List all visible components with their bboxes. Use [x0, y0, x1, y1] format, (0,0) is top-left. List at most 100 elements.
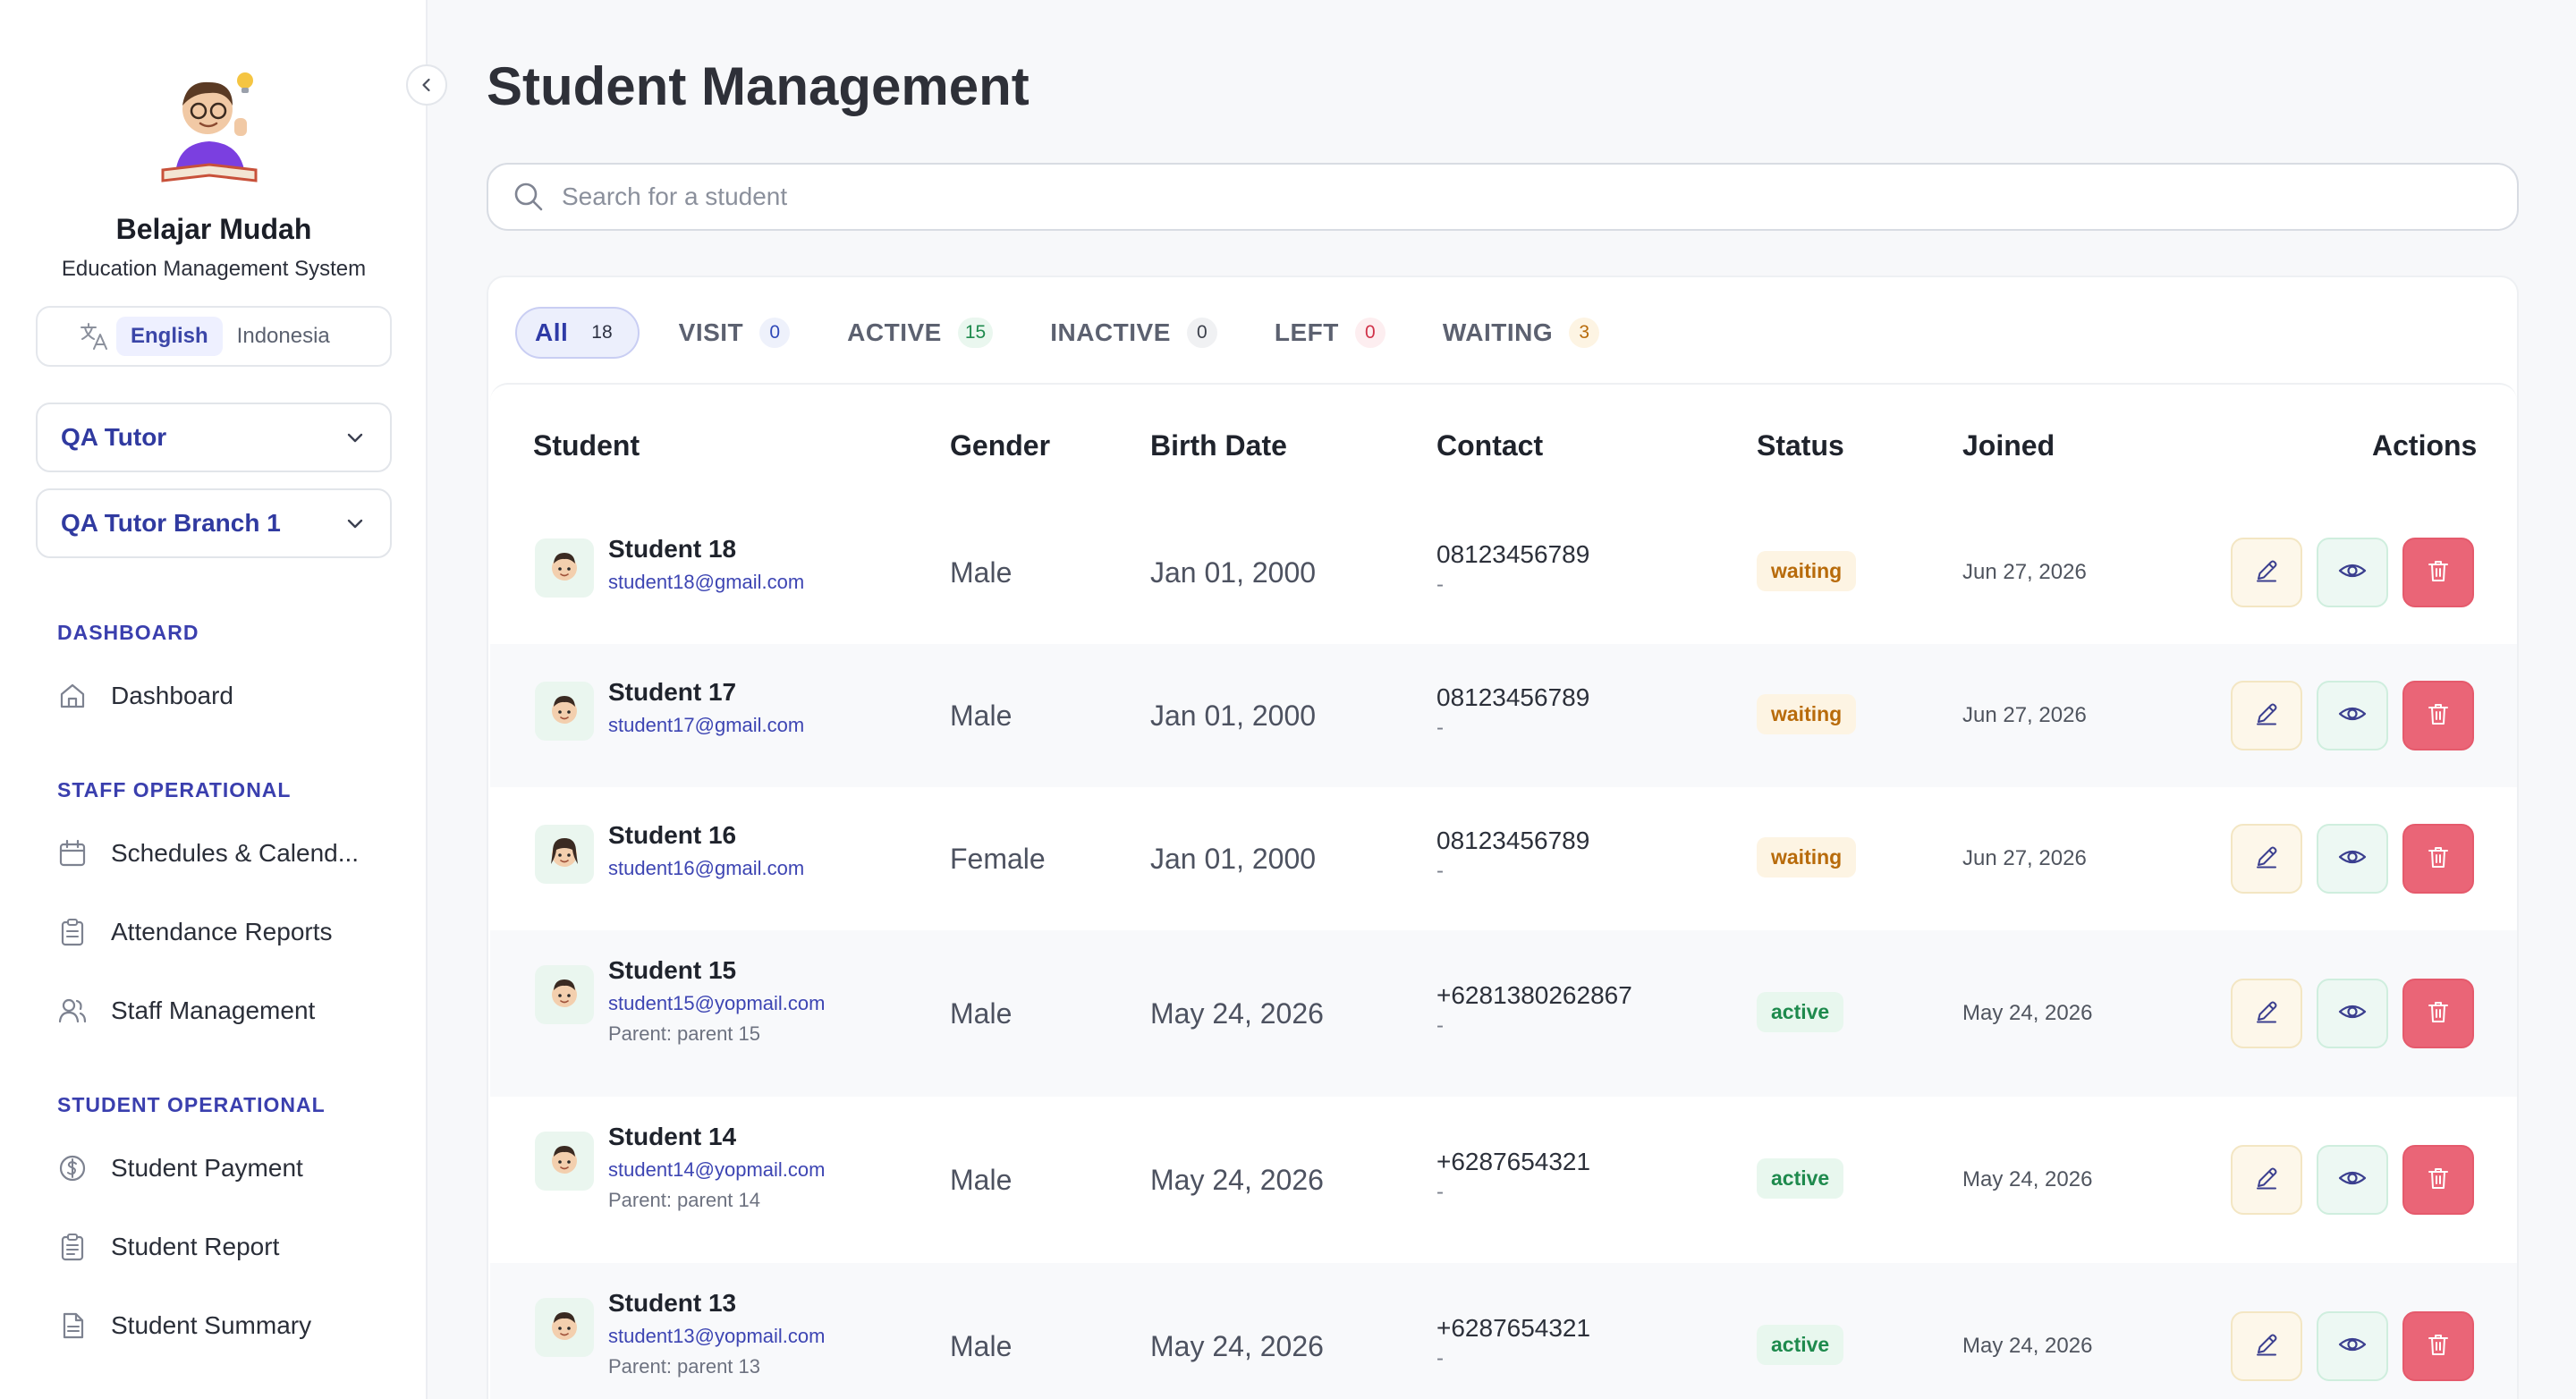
status-badge: active: [1757, 1325, 1844, 1365]
student-gender: Male: [950, 1164, 1013, 1196]
collapse-sidebar-button[interactable]: [406, 64, 447, 106]
edit-button[interactable]: [2231, 1145, 2302, 1215]
student-email: student18@gmail.com: [608, 571, 805, 593]
view-button[interactable]: [2317, 538, 2388, 607]
student-info: Student 18 student18@gmail.com: [608, 535, 804, 594]
contact-phone: 08123456789: [1436, 540, 1590, 568]
calendar-icon: [57, 838, 88, 869]
trash-icon: [2425, 844, 2452, 875]
delete-button[interactable]: [2402, 824, 2474, 894]
student-name[interactable]: Student 16: [608, 821, 737, 849]
edit-button[interactable]: [2231, 1311, 2302, 1381]
student-contact: 08123456789 -: [1436, 540, 1589, 598]
nav-section-dashboard: DASHBOARD: [57, 621, 199, 644]
student-contact: 08123456789 -: [1436, 827, 1589, 884]
sidebar: Belajar Mudah Education Management Syste…: [0, 0, 447, 1399]
view-button[interactable]: [2317, 1311, 2388, 1381]
student-email: student14@yopmail.com: [608, 1158, 826, 1181]
student-avatar: [535, 965, 594, 1024]
pencil-icon: [2252, 997, 2281, 1030]
trash-icon: [2425, 1331, 2452, 1362]
lang-indonesia-button[interactable]: Indonesia: [236, 324, 330, 348]
sidebar-item-student-payment[interactable]: Student Payment: [57, 1147, 303, 1190]
view-button[interactable]: [2317, 824, 2388, 894]
student-joined: Jun 27, 2026: [1962, 560, 2087, 584]
students-card: All 18 VISIT 0 ACTIVE 15 INACTIVE 0 LEFT 0 WAITING…: [487, 276, 2519, 1399]
sidebar-item-student-report[interactable]: Student Report: [57, 1225, 279, 1268]
sidebar-item-attendance[interactable]: Attendance Reports: [57, 911, 333, 954]
search-bar[interactable]: [487, 163, 2519, 231]
tab-inactive[interactable]: INACTIVE 0: [1032, 307, 1235, 359]
tab-label: WAITING: [1442, 318, 1554, 346]
trash-icon: [2425, 557, 2452, 589]
student-birth-date: Jan 01, 2000: [1150, 700, 1317, 732]
student-info: Student 16 student16@gmail.com: [608, 821, 804, 880]
contact-phone: 08123456789: [1436, 827, 1590, 854]
tab-label: LEFT: [1274, 318, 1339, 346]
student-avatar: [535, 1298, 594, 1357]
eye-icon: [2337, 555, 2368, 590]
student-name[interactable]: Student 18: [608, 535, 737, 563]
pencil-icon: [2252, 843, 2281, 876]
sidebar-item-label: Student Summary: [111, 1311, 312, 1339]
delete-button[interactable]: [2402, 1145, 2474, 1215]
student-info: Student 13 student13@yopmail.com Parent: p…: [608, 1289, 825, 1378]
table-row[interactable]: Student 14 student14@yopmail.com Parent: p…: [490, 1097, 2517, 1263]
student-contact: 08123456789 -: [1436, 683, 1589, 741]
student-name[interactable]: Student 15: [608, 956, 737, 984]
pencil-icon: [2252, 556, 2281, 589]
branch-select[interactable]: QA Tutor Branch 1: [36, 488, 392, 558]
contact-secondary: -: [1436, 1180, 1444, 1204]
lang-english-button[interactable]: English: [116, 317, 223, 356]
view-button[interactable]: [2317, 979, 2388, 1048]
delete-button[interactable]: [2402, 979, 2474, 1048]
student-name[interactable]: Student 17: [608, 678, 737, 706]
status-cell: waiting: [1757, 837, 1857, 878]
table-row[interactable]: Student 17 student17@gmail.com Male Jan 01,…: [490, 644, 2517, 787]
contact-phone: +6281380262867: [1436, 981, 1632, 1009]
student-name[interactable]: Student 14: [608, 1123, 737, 1150]
table-row[interactable]: Student 13 student13@yopmail.com Parent: p…: [490, 1263, 2517, 1399]
sidebar-item-staff-management[interactable]: Staff Management: [57, 989, 315, 1032]
table-row[interactable]: Student 16 student16@gmail.com Female Jan 0…: [490, 787, 2517, 930]
edit-button[interactable]: [2231, 538, 2302, 607]
nav-section-staff: STAFF OPERATIONAL: [57, 778, 292, 801]
delete-button[interactable]: [2402, 681, 2474, 750]
brand: Belajar Mudah Education Management Syste…: [0, 61, 428, 282]
tab-left[interactable]: LEFT 0: [1257, 307, 1403, 359]
sidebar-item-student-summary[interactable]: Student Summary: [57, 1304, 311, 1347]
edit-button[interactable]: [2231, 681, 2302, 750]
student-name[interactable]: Student 13: [608, 1289, 737, 1317]
view-button[interactable]: [2317, 1145, 2388, 1215]
tab-waiting[interactable]: WAITING 3: [1425, 307, 1617, 359]
table-row[interactable]: Student 18 student18@gmail.com Male Jan 01,…: [490, 501, 2517, 644]
student-contact: +6287654321 -: [1436, 1148, 1590, 1205]
table-row[interactable]: Student 15 student15@yopmail.com Parent: p…: [490, 930, 2517, 1097]
student-joined: Jun 27, 2026: [1962, 846, 2087, 870]
tab-visit[interactable]: VISIT 0: [661, 307, 809, 359]
pencil-icon: [2252, 1330, 2281, 1363]
edit-button[interactable]: [2231, 824, 2302, 894]
tab-count-badge: 18: [591, 322, 613, 343]
contact-phone: 08123456789: [1436, 683, 1590, 711]
status-badge: waiting: [1757, 551, 1857, 591]
delete-button[interactable]: [2402, 1311, 2474, 1381]
tab-active[interactable]: ACTIVE 15: [829, 307, 1011, 359]
dollar-circle-icon: [57, 1153, 88, 1183]
brand-name: Belajar Mudah: [115, 213, 312, 245]
student-avatar: [535, 682, 594, 741]
sidebar-item-dashboard[interactable]: Dashboard: [57, 674, 233, 717]
tab-all[interactable]: All 18: [515, 307, 640, 359]
brand-logo: [147, 61, 281, 186]
sidebar-item-schedules[interactable]: Schedules & Calend...: [57, 832, 359, 875]
delete-button[interactable]: [2402, 538, 2474, 607]
view-button[interactable]: [2317, 681, 2388, 750]
edit-button[interactable]: [2231, 979, 2302, 1048]
tutor-select-value: QA Tutor: [61, 423, 167, 451]
student-birth-date: May 24, 2026: [1150, 1164, 1324, 1196]
col-header-birth-date: Birth Date: [1150, 429, 1287, 462]
tutor-select[interactable]: QA Tutor: [36, 403, 392, 472]
student-avatar: [535, 538, 594, 598]
search-input[interactable]: [562, 182, 2351, 211]
